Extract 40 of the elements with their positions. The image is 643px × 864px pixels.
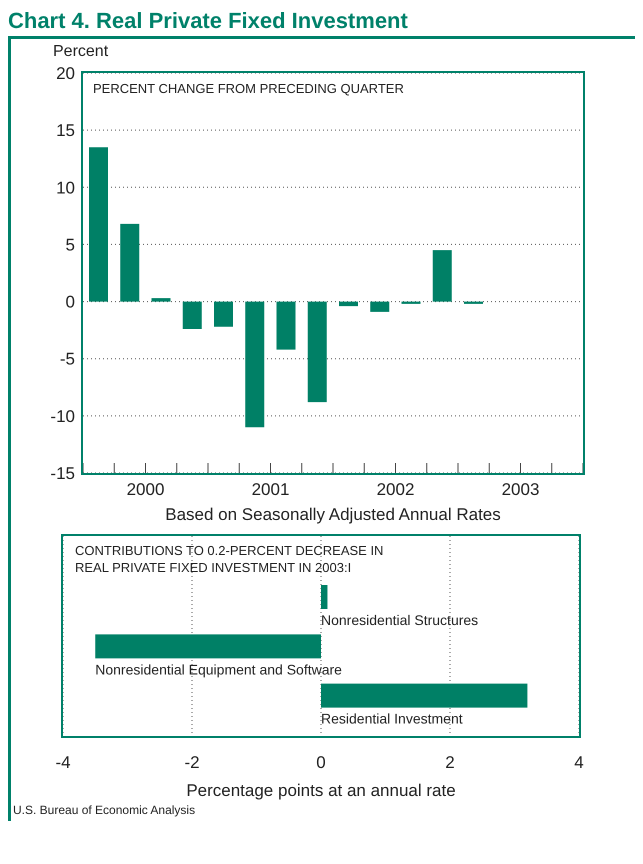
x-tick-label: 2 bbox=[445, 753, 455, 772]
bar bbox=[321, 684, 528, 708]
bar bbox=[214, 302, 233, 327]
chart-title: Chart 4. Real Private Fixed Investment bbox=[8, 8, 409, 34]
y-axis-title: Percent bbox=[53, 43, 110, 62]
bar bbox=[89, 147, 108, 302]
y-tick-label: Nonresidential Structures bbox=[321, 612, 478, 628]
x-tick-label: -4 bbox=[55, 753, 71, 772]
y-tick-label: 5 bbox=[66, 235, 75, 254]
bar bbox=[245, 302, 264, 428]
text: U.S. Bureau of Economic Analysis bbox=[13, 803, 196, 817]
y-tick-label: -10 bbox=[50, 406, 75, 426]
bar bbox=[432, 250, 452, 302]
bar bbox=[120, 224, 140, 302]
x-tick-label: 2000 bbox=[126, 480, 164, 499]
chart-title: CONTRIBUTIONS TO 0.2-PERCENT DECREASE IN REAL PRIVATE FIXED INVESTMENT IN 2003:I bbox=[75, 542, 384, 576]
bar bbox=[95, 634, 321, 658]
x-axis-title: Based on Seasonally Adjusted Annual Rates bbox=[164, 505, 502, 525]
text: PERCENT CHANGE FROM PRECEDING QUARTER bbox=[93, 81, 404, 96]
bar bbox=[152, 298, 170, 302]
y-tick-label: -15 bbox=[50, 464, 75, 484]
y-tick-label: Residential Investment bbox=[321, 710, 463, 727]
bar bbox=[339, 302, 358, 306]
bar bbox=[308, 302, 327, 402]
x-tick-label: 2002 bbox=[376, 480, 414, 499]
y-tick-label: 15 bbox=[56, 121, 75, 140]
y-tick-label: Nonresidential Equipment and Software bbox=[95, 661, 342, 678]
bar bbox=[321, 585, 328, 609]
bar bbox=[182, 302, 202, 329]
y-tick-label: 20 bbox=[56, 64, 75, 84]
x-tick-label: 2001 bbox=[252, 480, 290, 499]
x-tick-label: 2003 bbox=[502, 480, 540, 499]
y-tick-label: 0 bbox=[66, 292, 75, 312]
x-tick-label: 4 bbox=[574, 753, 584, 772]
y-tick-label: -5 bbox=[60, 350, 75, 369]
x-axis-title: Percentage points at an annual rate bbox=[185, 781, 457, 801]
x-tick-label: -2 bbox=[184, 753, 200, 772]
y-tick-label: 10 bbox=[56, 178, 75, 198]
bar bbox=[276, 302, 296, 350]
bar bbox=[370, 302, 390, 312]
